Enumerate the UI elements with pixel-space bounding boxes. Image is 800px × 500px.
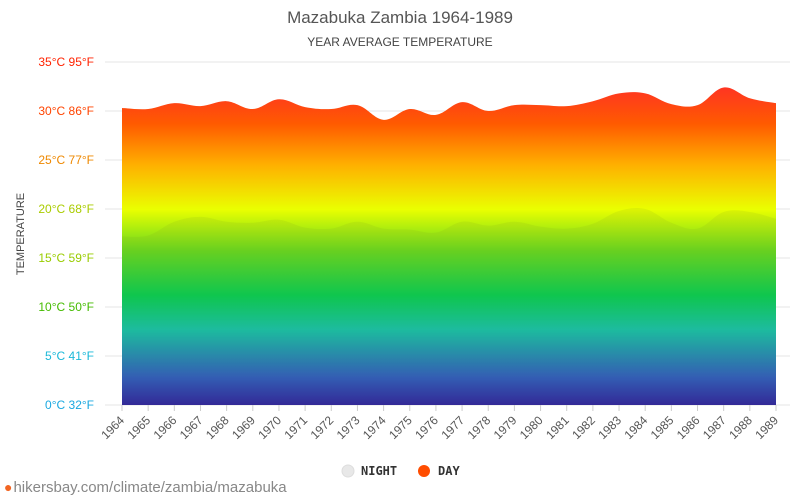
x-tick-label: 1981 — [543, 413, 572, 442]
x-tick-label: 1971 — [281, 413, 310, 442]
x-tick-label: 1977 — [438, 413, 467, 442]
chart-title: Mazabuka Zambia 1964-1989 — [287, 8, 513, 27]
x-tick-label: 1987 — [700, 413, 729, 442]
x-tick-label: 1979 — [491, 413, 520, 442]
x-tick-label: 1964 — [98, 413, 127, 442]
x-tick-label: 1972 — [308, 413, 337, 442]
x-tick-label: 1986 — [674, 413, 703, 442]
x-tick-label: 1965 — [124, 413, 153, 442]
x-tick-label: 1985 — [648, 413, 677, 442]
source-link[interactable]: ●hikersbay.com/climate/zambia/mazabuka — [4, 479, 287, 496]
x-tick-label: 1980 — [517, 413, 546, 442]
map-pin-icon: ● — [4, 479, 13, 495]
y-tick-label: 35°C 95°F — [38, 55, 94, 69]
legend-item-day[interactable]: DAY — [418, 464, 460, 478]
night-series-area — [122, 207, 776, 405]
plot-areas — [122, 87, 776, 405]
y-tick-label: 20°C 68°F — [38, 202, 94, 216]
legend-item-night[interactable]: NIGHT — [341, 464, 397, 478]
y-tick-label: 10°C 50°F — [38, 300, 94, 314]
x-tick-label: 1968 — [203, 413, 232, 442]
x-tick-label: 1982 — [569, 413, 598, 442]
y-tick-label: 5°C 41°F — [45, 349, 94, 363]
legend-night-label: NIGHT — [361, 464, 397, 478]
legend: NIGHT DAY — [341, 464, 460, 478]
x-tick-label: 1967 — [177, 413, 206, 442]
x-tick-label: 1976 — [412, 413, 441, 442]
legend-night-swatch — [341, 464, 355, 478]
y-tick-label: 15°C 59°F — [38, 251, 94, 265]
chart-subtitle: YEAR AVERAGE TEMPERATURE — [307, 35, 492, 49]
x-tick-label: 1970 — [255, 413, 284, 442]
x-tick-label: 1969 — [229, 413, 258, 442]
night-series-shade — [122, 207, 776, 405]
legend-day-swatch — [418, 465, 430, 477]
y-tick-label: 0°C 32°F — [45, 398, 94, 412]
x-tick-label: 1988 — [726, 413, 755, 442]
x-tick-label: 1983 — [595, 413, 624, 442]
x-tick-label: 1989 — [752, 413, 781, 442]
x-tick-label: 1966 — [151, 413, 180, 442]
x-tick-label: 1974 — [360, 413, 389, 442]
x-tick-labels: 1964196519661967196819691970197119721973… — [98, 413, 781, 442]
y-tick-labels: 0°C 32°F 5°C 41°F 10°C 50°F 15°C 59°F 20°C 6… — [38, 55, 94, 412]
y-axis-title: TEMPERATURE — [15, 193, 27, 275]
x-tick-label: 1984 — [622, 413, 651, 442]
y-tick-label: 25°C 77°F — [38, 153, 94, 167]
x-tick-label: 1975 — [386, 413, 415, 442]
source-text: hikersbay.com/climate/zambia/mazabuka — [13, 479, 287, 496]
legend-day-label: DAY — [438, 464, 460, 478]
x-tick-label: 1973 — [334, 413, 363, 442]
x-tick-label: 1978 — [465, 413, 494, 442]
y-tick-label: 30°C 86°F — [38, 104, 94, 118]
